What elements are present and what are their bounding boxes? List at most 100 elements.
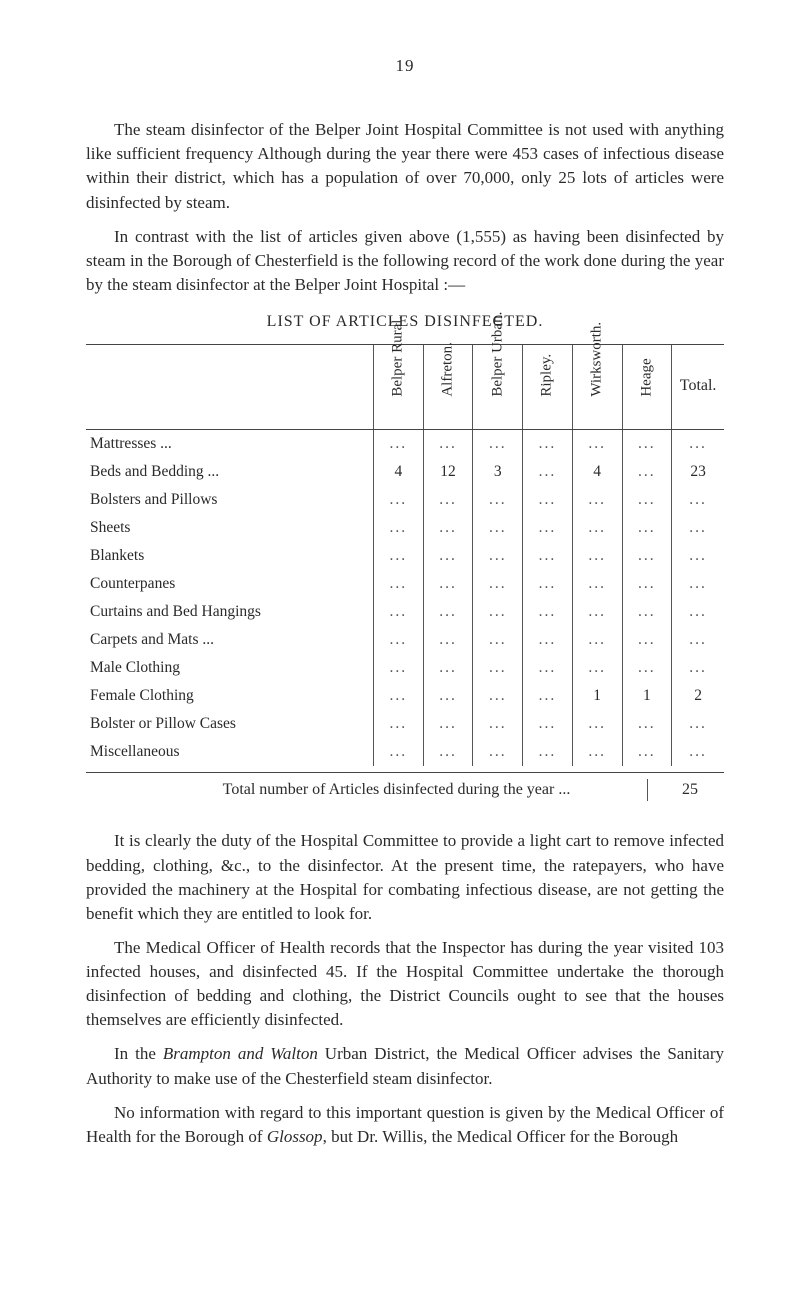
cell — [622, 598, 672, 626]
cell — [423, 542, 473, 570]
cell — [572, 542, 622, 570]
table-row: Curtains and Bed Hangings — [86, 598, 724, 626]
cell — [374, 486, 424, 514]
cell — [523, 654, 573, 682]
cell — [473, 542, 523, 570]
cell — [523, 598, 573, 626]
cell — [473, 598, 523, 626]
col-belper-urban: Belper Urban. — [473, 344, 523, 429]
row-label: Carpets and Mats ... — [86, 626, 374, 654]
table-row: Male Clothing — [86, 654, 724, 682]
cell — [622, 570, 672, 598]
cell — [523, 486, 573, 514]
cell — [473, 514, 523, 542]
cell — [572, 514, 622, 542]
cell — [523, 542, 573, 570]
p6-suffix: , but Dr. Willis, the Medical Officer fo… — [323, 1127, 679, 1146]
cell — [572, 654, 622, 682]
paragraph-4: The Medical Officer of Health records th… — [86, 936, 724, 1033]
cell — [572, 626, 622, 654]
row-total — [672, 654, 724, 682]
cell: 12 — [423, 458, 473, 486]
table-row: Carpets and Mats ... — [86, 626, 724, 654]
row-label: Bolster or Pillow Cases — [86, 710, 374, 738]
cell — [473, 710, 523, 738]
row-total — [672, 542, 724, 570]
table-row: Counterpanes — [86, 570, 724, 598]
table-row: Miscellaneous — [86, 738, 724, 766]
paragraph-1: The steam disinfector of the Belper Join… — [86, 118, 724, 215]
cell — [374, 738, 424, 766]
row-total — [672, 486, 724, 514]
cell — [523, 514, 573, 542]
row-total — [672, 514, 724, 542]
cell — [622, 542, 672, 570]
cell — [473, 626, 523, 654]
cell: 4 — [572, 458, 622, 486]
cell — [622, 514, 672, 542]
table-header-row: Belper Rural. Alfreton. Belper Urban. Ri… — [86, 344, 724, 429]
cell: 3 — [473, 458, 523, 486]
row-total — [672, 626, 724, 654]
cell — [423, 598, 473, 626]
table-row: Bolster or Pillow Cases — [86, 710, 724, 738]
cell — [622, 458, 672, 486]
table-row: Sheets — [86, 514, 724, 542]
row-label: Beds and Bedding ... — [86, 458, 374, 486]
cell — [423, 429, 473, 458]
paragraph-6: No information with regard to this impor… — [86, 1101, 724, 1149]
cell — [423, 486, 473, 514]
cell — [473, 654, 523, 682]
col-belper-rural: Belper Rural. — [374, 344, 424, 429]
cell — [572, 598, 622, 626]
row-total: 2 — [672, 682, 724, 710]
row-total: 23 — [672, 458, 724, 486]
row-total — [672, 429, 724, 458]
cell — [523, 570, 573, 598]
cell — [423, 654, 473, 682]
row-total — [672, 598, 724, 626]
cell — [572, 429, 622, 458]
cell — [473, 738, 523, 766]
cell — [423, 514, 473, 542]
cell — [473, 429, 523, 458]
cell — [572, 710, 622, 738]
row-label: Female Clothing — [86, 682, 374, 710]
col-alfreton: Alfreton. — [423, 344, 473, 429]
cell — [622, 710, 672, 738]
cell — [622, 738, 672, 766]
table-body: Mattresses ...Beds and Bedding ...412342… — [86, 429, 724, 766]
cell — [423, 626, 473, 654]
cell — [523, 738, 573, 766]
cell — [423, 710, 473, 738]
disinfected-table: Belper Rural. Alfreton. Belper Urban. Ri… — [86, 344, 724, 766]
row-total — [672, 570, 724, 598]
cell — [622, 654, 672, 682]
cell — [423, 682, 473, 710]
col-ripley: Ripley. — [523, 344, 573, 429]
col-total: Total. — [672, 344, 724, 429]
cell — [473, 570, 523, 598]
row-label: Sheets — [86, 514, 374, 542]
cell — [473, 682, 523, 710]
cell: 1 — [622, 682, 672, 710]
cell — [572, 486, 622, 514]
cell — [423, 570, 473, 598]
p5-italic: Brampton and Walton — [163, 1044, 318, 1063]
table-row: Female Clothing112 — [86, 682, 724, 710]
cell — [374, 654, 424, 682]
cell — [374, 570, 424, 598]
col-heage: Heage — [622, 344, 672, 429]
cell — [374, 682, 424, 710]
cell — [523, 458, 573, 486]
cell: 4 — [374, 458, 424, 486]
row-label: Mattresses ... — [86, 429, 374, 458]
table-row: Bolsters and Pillows — [86, 486, 724, 514]
p6-italic: Glossop — [267, 1127, 323, 1146]
cell — [572, 738, 622, 766]
table-row: Blankets — [86, 542, 724, 570]
cell — [374, 429, 424, 458]
row-label: Blankets — [86, 542, 374, 570]
paragraph-3: It is clearly the duty of the Hospital C… — [86, 829, 724, 926]
cell — [622, 626, 672, 654]
